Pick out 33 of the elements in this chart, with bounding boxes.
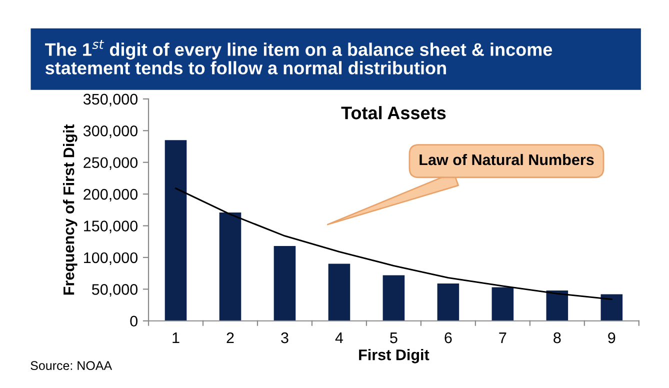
x-tick-label: 4 bbox=[335, 332, 344, 344]
x-tick-label: 6 bbox=[444, 332, 452, 344]
bar bbox=[164, 140, 187, 321]
y-tick-label: 350,000 bbox=[83, 94, 138, 106]
x-tick-label: 7 bbox=[499, 332, 506, 344]
bar bbox=[219, 212, 242, 321]
y-tick-label: 100,000 bbox=[84, 252, 138, 265]
chart-subtitle: Total Assets bbox=[341, 106, 446, 120]
bar bbox=[492, 287, 514, 321]
y-tick-label: 150,000 bbox=[84, 220, 138, 234]
x-tick-label: 9 bbox=[608, 332, 616, 344]
bar bbox=[600, 294, 623, 321]
line-series bbox=[174, 188, 612, 300]
annotation: Law of Natural Numbers bbox=[420, 154, 594, 166]
bar bbox=[382, 275, 405, 321]
x-tick-label: 3 bbox=[281, 332, 288, 344]
x-tick-label: 8 bbox=[554, 332, 561, 344]
source-note: Source: NOAA bbox=[30, 361, 112, 370]
bar bbox=[546, 290, 568, 321]
x-tick-label: 2 bbox=[226, 332, 234, 344]
y-tick-label: 300,000 bbox=[83, 126, 138, 138]
y-tick-label: 250,000 bbox=[84, 157, 138, 170]
bar bbox=[274, 246, 296, 321]
bar bbox=[437, 283, 460, 321]
bar bbox=[328, 264, 350, 321]
x-tick-label: 5 bbox=[390, 332, 398, 344]
x-tick-label: 1 bbox=[172, 332, 180, 344]
y-tick-label: 50,000 bbox=[92, 284, 138, 297]
y-tick-label: 200,000 bbox=[84, 188, 138, 202]
y-tick-label: 0 bbox=[130, 316, 138, 327]
x-axis-title: First Digit bbox=[359, 349, 430, 364]
chart-title: The 1$^{st}$ digit of every line item on a balance sheet & income statement tends to follow a normal distribution bbox=[45, 40, 552, 74]
y-axis-title: Frequency of First Digit bbox=[63, 124, 78, 295]
